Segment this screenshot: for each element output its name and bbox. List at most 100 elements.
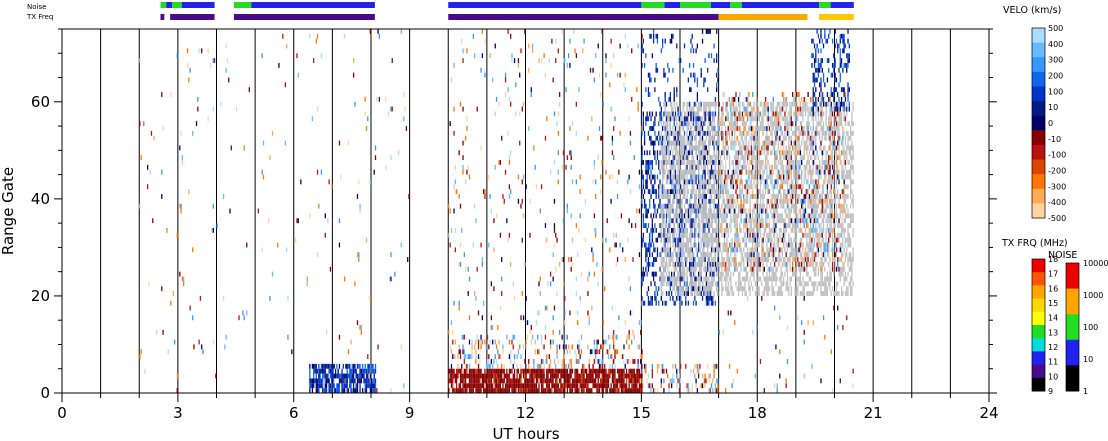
data-cell — [643, 189, 646, 195]
data-cell — [703, 169, 705, 175]
data-cell — [819, 237, 821, 243]
data-cell — [701, 169, 704, 175]
data-cell — [819, 281, 821, 287]
data-cell — [549, 359, 552, 364]
data-cell — [698, 179, 700, 185]
data-cell — [794, 111, 796, 117]
data-cell — [801, 111, 803, 117]
data-cell — [816, 261, 818, 267]
data-cell — [772, 140, 774, 146]
data-cell — [789, 101, 791, 107]
data-cell — [792, 101, 794, 107]
data-cell — [495, 373, 498, 379]
data-cell — [498, 383, 500, 389]
data-cell — [710, 232, 713, 238]
data-cell — [799, 121, 802, 127]
data-cell — [659, 266, 661, 272]
data-cell — [672, 106, 674, 112]
data-cell — [468, 383, 471, 389]
data-cell — [690, 189, 692, 195]
data-cell — [643, 300, 646, 306]
data-cell — [704, 179, 706, 185]
data-cell — [373, 368, 375, 374]
data-cell — [740, 227, 742, 233]
data-cell — [668, 223, 670, 228]
data-cell — [611, 359, 614, 364]
data-cell — [793, 164, 795, 170]
data-cell — [461, 388, 463, 393]
data-cell — [614, 373, 616, 379]
data-cell — [785, 135, 787, 141]
data-cell — [815, 184, 817, 190]
data-cell — [651, 140, 653, 146]
data-cell — [683, 257, 686, 262]
data-cell — [789, 106, 791, 112]
data-cell — [685, 232, 687, 238]
data-cell — [777, 160, 780, 165]
data-cell — [528, 388, 530, 393]
data-cell — [761, 237, 763, 243]
data-cell — [709, 135, 711, 141]
data-cell — [696, 388, 699, 393]
data-cell — [775, 227, 777, 233]
data-cell — [495, 378, 498, 384]
data-cell — [591, 368, 593, 374]
data-cell — [753, 208, 755, 214]
data-cell — [821, 237, 823, 243]
data-cell — [710, 295, 713, 301]
data-cell — [676, 286, 678, 292]
data-cell — [369, 373, 371, 379]
data-cell — [766, 281, 768, 287]
data-cell — [627, 334, 629, 340]
data-cell — [755, 121, 758, 127]
data-cell — [683, 179, 686, 185]
data-cell — [670, 174, 673, 180]
data-cell — [573, 383, 575, 389]
data-cell — [716, 140, 718, 146]
data-cell — [710, 242, 713, 248]
data-cell — [709, 286, 711, 292]
data-cell — [781, 252, 783, 258]
data-cell — [452, 388, 454, 393]
data-cell — [530, 388, 532, 393]
data-cell — [664, 111, 666, 117]
data-cell — [682, 106, 684, 112]
data-cell — [582, 373, 584, 379]
data-cell — [661, 281, 664, 287]
data-cell — [664, 252, 666, 258]
data-cell — [547, 388, 549, 393]
data-cell — [692, 169, 695, 175]
data-cell — [665, 164, 668, 170]
data-cell — [529, 388, 531, 393]
data-cell — [309, 373, 311, 379]
data-cell — [464, 373, 467, 379]
data-cell — [745, 223, 747, 228]
data-cell — [660, 271, 662, 277]
data-cell — [455, 368, 458, 374]
data-cell — [672, 140, 674, 146]
data-cell — [676, 373, 678, 379]
data-cell — [577, 359, 579, 364]
data-cell — [737, 291, 740, 296]
data-cell — [316, 388, 319, 393]
data-cell — [670, 189, 673, 195]
data-cell — [542, 383, 544, 389]
data-cell — [694, 227, 696, 233]
data-cell — [748, 130, 750, 136]
data-cell — [708, 223, 710, 228]
data-cell — [680, 286, 682, 292]
data-cell — [802, 291, 804, 296]
data-cell — [685, 121, 687, 127]
data-cell — [758, 218, 760, 224]
data-cell — [642, 213, 644, 219]
data-cell — [728, 135, 731, 141]
data-cell — [692, 189, 695, 195]
data-cell — [749, 198, 751, 204]
data-cell — [342, 383, 344, 389]
data-cell — [546, 383, 548, 389]
data-cell — [749, 135, 751, 141]
data-cell — [669, 189, 671, 195]
data-cell — [669, 286, 671, 292]
data-cell — [517, 388, 520, 393]
data-cell — [620, 388, 623, 393]
